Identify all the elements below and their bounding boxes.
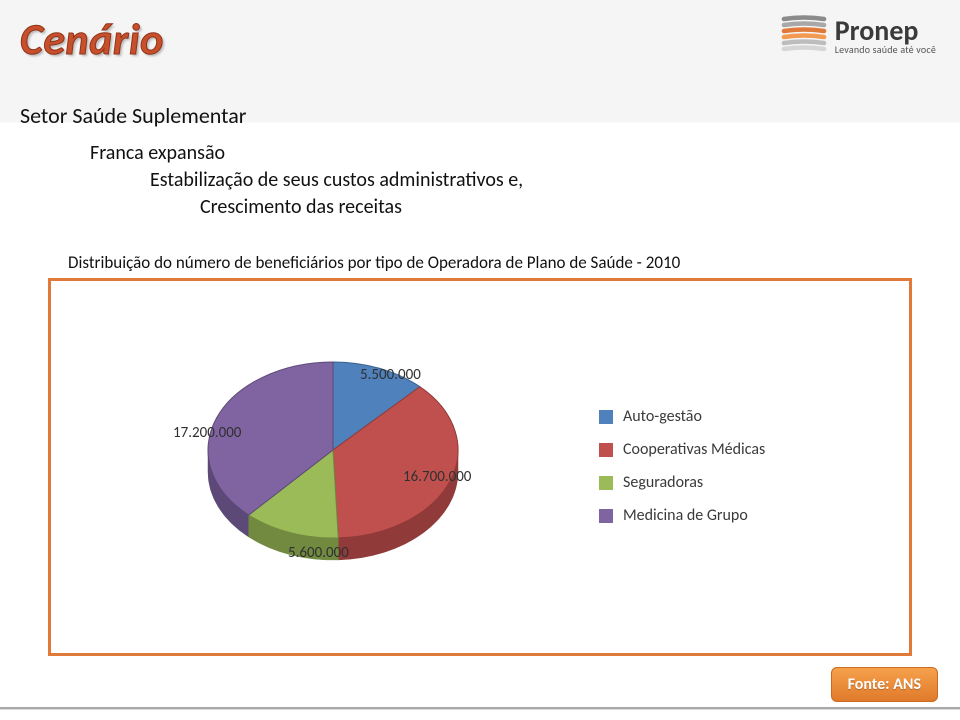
- legend-item: Cooperativas Médicas: [599, 440, 765, 459]
- intro-text: Franca expansão Estabilização de seus cu…: [90, 140, 523, 221]
- legend-swatch-icon: [599, 476, 613, 490]
- logo-mark-icon: [781, 14, 827, 58]
- brand-logo: Pronep Levando saúde até você: [781, 14, 936, 58]
- legend-label: Cooperativas Médicas: [623, 440, 765, 459]
- legend-swatch-icon: [599, 410, 613, 424]
- chart-title: Distribuição do número de beneficiários …: [68, 252, 680, 273]
- legend-swatch-icon: [599, 443, 613, 457]
- legend-label: Medicina de Grupo: [623, 506, 748, 525]
- pie-slice-label: 16.700.000: [403, 468, 471, 486]
- section-subtitle: Setor Saúde Suplementar: [20, 102, 246, 129]
- chart-legend: Auto-gestão Cooperativas Médicas Segurad…: [599, 407, 765, 539]
- legend-item: Auto-gestão: [599, 407, 765, 426]
- source-badge: Fonte: ANS: [831, 667, 938, 702]
- intro-line-1: Franca expansão: [90, 140, 523, 167]
- legend-item: Seguradoras: [599, 473, 765, 492]
- intro-line-2: Estabilização de seus custos administrat…: [150, 167, 523, 194]
- brand-tagline: Levando saúde até você: [835, 45, 936, 55]
- legend-label: Seguradoras: [623, 473, 703, 492]
- footer-divider: [0, 707, 960, 710]
- brand-name: Pronep: [835, 17, 936, 45]
- pie-slice-label: 17.200.000: [173, 424, 241, 442]
- pie-slice-label: 5.600.000: [288, 544, 349, 562]
- chart-container: 5.500.00016.700.0005.600.00017.200.000 A…: [48, 278, 912, 656]
- legend-item: Medicina de Grupo: [599, 506, 765, 525]
- legend-label: Auto-gestão: [623, 407, 702, 426]
- pie-slice-label: 5.500.000: [360, 366, 421, 384]
- page-title: Cenário: [20, 12, 164, 66]
- pie-chart: 5.500.00016.700.0005.600.00017.200.000: [203, 325, 463, 585]
- legend-swatch-icon: [599, 509, 613, 523]
- intro-line-3: Crescimento das receitas: [200, 194, 523, 221]
